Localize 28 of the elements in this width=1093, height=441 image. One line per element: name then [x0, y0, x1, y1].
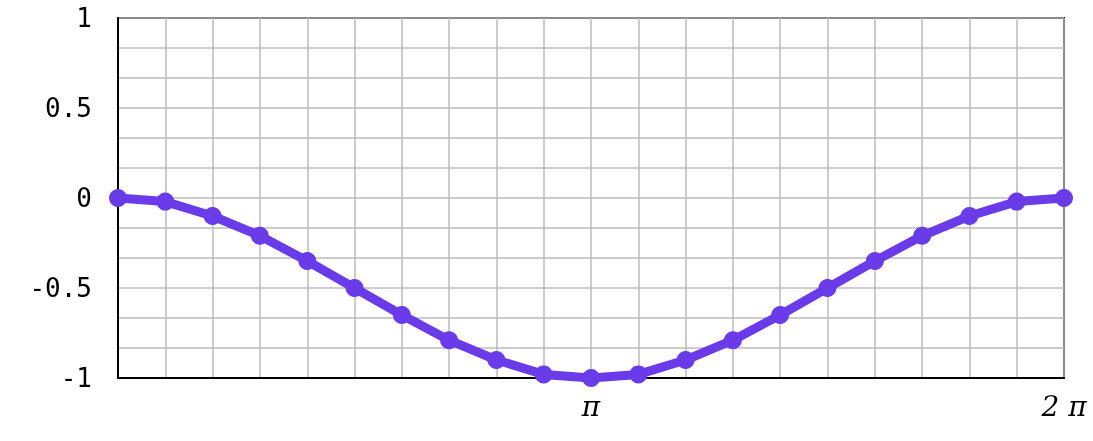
point — [865, 252, 884, 270]
point — [676, 351, 695, 369]
point — [156, 192, 175, 211]
point — [109, 189, 127, 207]
y-tick-label: -1 — [60, 363, 92, 393]
point — [582, 369, 601, 387]
point — [392, 306, 411, 324]
point — [818, 279, 837, 297]
point — [250, 226, 269, 245]
point — [345, 279, 364, 297]
y-tick-label: -0.5 — [29, 273, 92, 303]
point — [487, 351, 506, 369]
point — [723, 331, 742, 350]
x-tick-label: 2 π — [1040, 389, 1088, 423]
point — [1055, 189, 1073, 207]
y-tick-label: 0.5 — [45, 93, 92, 123]
point — [913, 226, 932, 245]
point — [629, 365, 648, 384]
point — [298, 252, 317, 270]
point — [1007, 192, 1026, 211]
x-tick-label: π — [580, 389, 601, 423]
y-tick-label: 1 — [76, 3, 92, 33]
point — [203, 207, 222, 225]
point — [440, 331, 459, 350]
point — [534, 365, 553, 384]
point — [771, 306, 790, 324]
point — [960, 207, 979, 225]
y-tick-label: 0 — [76, 183, 92, 213]
